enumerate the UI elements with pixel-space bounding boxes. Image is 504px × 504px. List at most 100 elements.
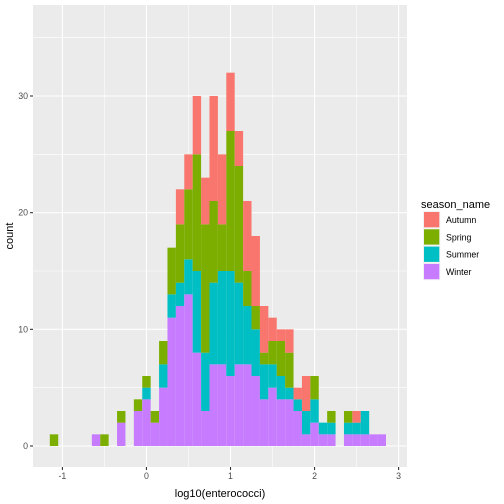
bar-spring — [327, 411, 336, 423]
bar-spring — [243, 271, 252, 306]
bar-winter — [310, 422, 319, 446]
bar-spring — [226, 131, 235, 271]
bar-winter — [133, 411, 143, 446]
x-axis-ticks: -1 0 1 2 3 — [59, 467, 401, 481]
legend-label-autumn: Autumn — [446, 215, 476, 225]
bar-summer — [217, 271, 227, 365]
bar-spring — [201, 224, 210, 353]
bar-autumn — [243, 201, 252, 271]
bar-summer — [285, 387, 294, 400]
histogram-bars — [49, 72, 386, 446]
bar-summer — [159, 364, 168, 388]
bar-spring — [133, 399, 143, 411]
y-tick-label: 20 — [18, 208, 28, 218]
bar-winter — [243, 364, 252, 446]
bar-winter — [293, 411, 302, 446]
bar-autumn — [234, 131, 244, 166]
bar-autumn — [175, 189, 185, 225]
bar-spring — [167, 247, 176, 295]
bar-winter — [234, 364, 244, 446]
legend: season_name Autumn Spring Summer Winter — [421, 199, 490, 281]
bar-spring — [285, 352, 294, 388]
bar-winter — [167, 317, 176, 446]
bar-spring — [268, 341, 277, 365]
x-tick-label: -1 — [59, 471, 67, 481]
bar-autumn — [217, 154, 227, 225]
bar-winter — [175, 306, 185, 446]
bar-winter — [318, 434, 328, 446]
bar-summer — [301, 411, 311, 435]
bar-autumn — [276, 329, 286, 341]
bar-winter — [369, 434, 378, 446]
legend-title: season_name — [421, 199, 490, 211]
y-axis-title: count — [4, 223, 16, 250]
bar-spring — [150, 411, 160, 423]
bar-winter — [343, 434, 353, 446]
x-tick-label: 3 — [396, 471, 401, 481]
bar-winter — [327, 434, 336, 446]
legend-label-summer: Summer — [446, 250, 479, 260]
bar-winter — [259, 399, 269, 446]
legend-items: Autumn Spring Summer Winter — [423, 211, 479, 281]
bar-summer — [268, 364, 277, 388]
bar-summer — [318, 422, 328, 435]
bar-autumn — [209, 96, 218, 201]
bar-spring — [184, 189, 193, 260]
bar-summer — [360, 411, 370, 435]
legend-swatch-autumn — [424, 212, 440, 228]
bar-autumn — [352, 411, 361, 423]
bar-autumn — [201, 177, 210, 225]
bar-summer — [226, 271, 235, 376]
bar-spring — [276, 341, 286, 376]
legend-label-spring: Spring — [446, 232, 472, 242]
bar-autumn — [226, 72, 235, 131]
bar-summer — [201, 352, 210, 411]
bar-winter — [377, 434, 386, 446]
legend-swatch-summer — [424, 246, 440, 262]
bar-autumn — [301, 376, 311, 411]
bar-autumn — [251, 236, 260, 306]
bar-winter — [251, 376, 260, 446]
bar-spring — [175, 224, 185, 283]
bar-winter — [142, 399, 151, 446]
x-tick-label: 2 — [312, 471, 317, 481]
bar-spring — [209, 201, 218, 283]
bar-winter — [192, 352, 202, 446]
bar-spring — [310, 376, 319, 400]
x-axis-title: log10(enterococci) — [175, 488, 266, 500]
bar-summer — [276, 376, 286, 400]
x-tick-label: 1 — [228, 471, 233, 481]
bar-autumn — [184, 154, 193, 190]
bar-winter — [184, 294, 193, 446]
bar-winter — [285, 399, 294, 446]
bar-winter — [159, 387, 168, 446]
bar-spring — [259, 352, 269, 365]
bar-spring — [117, 411, 126, 423]
bar-winter — [360, 434, 370, 446]
bar-spring — [142, 376, 151, 388]
legend-swatch-spring — [424, 229, 440, 245]
legend-swatch-winter — [424, 263, 440, 280]
bar-winter — [226, 376, 235, 446]
bar-summer — [352, 422, 361, 435]
bar-autumn — [293, 387, 302, 400]
bar-summer — [310, 399, 319, 423]
bar-winter — [91, 434, 101, 446]
bar-winter — [201, 411, 210, 446]
bar-winter — [217, 364, 227, 446]
bar-summer — [259, 364, 269, 400]
bar-winter — [150, 422, 160, 446]
bar-summer — [327, 422, 336, 435]
bar-winter — [276, 399, 286, 446]
bar-winter — [209, 364, 218, 446]
bar-spring — [192, 154, 202, 271]
bar-summer — [184, 259, 193, 295]
bar-summer — [142, 387, 151, 400]
bar-summer — [175, 282, 185, 306]
bar-spring — [217, 224, 227, 271]
bar-autumn — [285, 329, 294, 353]
bar-winter — [117, 422, 126, 446]
bar-summer — [167, 294, 176, 318]
bar-autumn — [268, 317, 277, 341]
